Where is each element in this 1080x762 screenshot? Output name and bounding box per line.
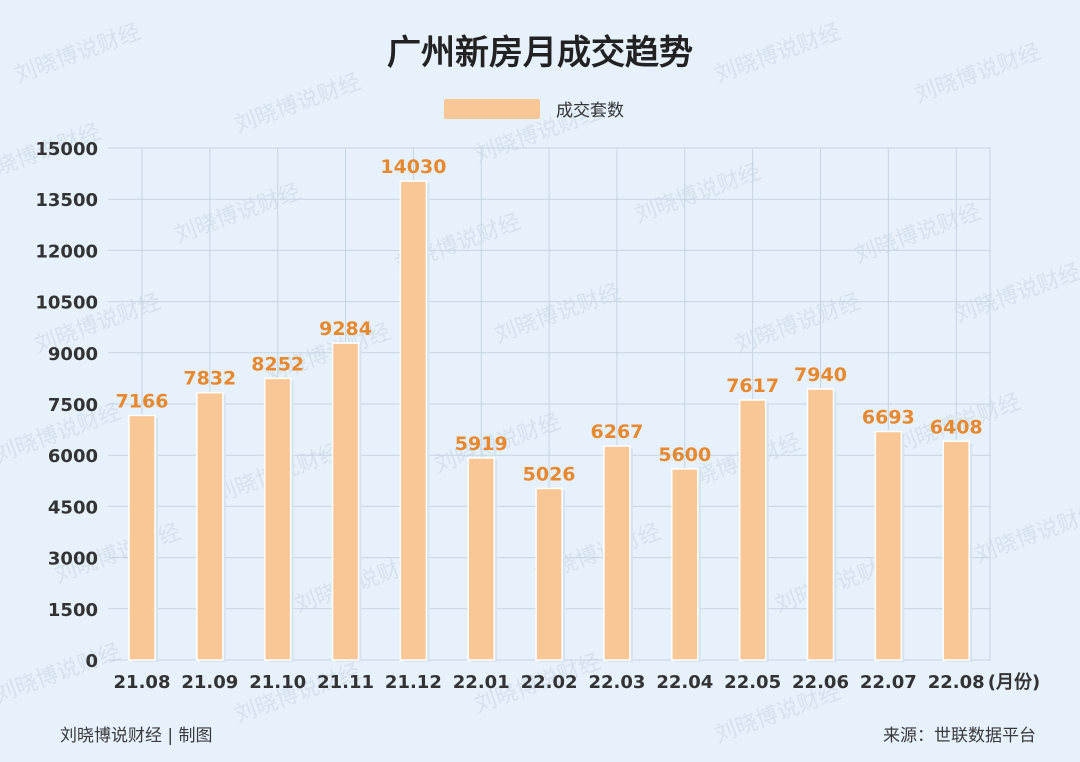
x-unit-label: (月份) bbox=[988, 671, 1040, 693]
bar bbox=[399, 180, 428, 661]
x-tick-label: 21.11 bbox=[317, 672, 374, 693]
data-label: 7617 bbox=[726, 375, 779, 397]
bar bbox=[738, 399, 767, 661]
data-label: 5919 bbox=[455, 433, 508, 455]
y-tick-label: 4500 bbox=[48, 497, 98, 518]
x-tick-label: 21.12 bbox=[385, 672, 442, 693]
x-tick-label: 21.10 bbox=[249, 672, 306, 693]
watermark-text: 刘晓博说财经 bbox=[171, 180, 304, 249]
bar bbox=[874, 430, 903, 661]
x-tick-label: 22.04 bbox=[656, 672, 713, 693]
bar bbox=[603, 445, 631, 661]
watermark-text: 刘晓博说财经 bbox=[911, 40, 1044, 109]
legend-label: 成交套数 bbox=[556, 101, 624, 121]
x-tick-label: 22.03 bbox=[588, 672, 645, 693]
x-axis-ticks: 21.08 21.09 21.10 21.11 21.12 22.01 22.02 22.03… bbox=[114, 672, 985, 693]
data-label: 6267 bbox=[591, 421, 644, 443]
data-label: 6693 bbox=[862, 407, 915, 429]
bars bbox=[128, 180, 973, 663]
data-label: 8252 bbox=[251, 353, 304, 375]
data-label: 6408 bbox=[930, 416, 983, 438]
watermark-text: 刘晓博说财经 bbox=[11, 20, 144, 89]
data-label: 9284 bbox=[319, 318, 372, 340]
y-tick-label: 10500 bbox=[35, 293, 98, 314]
data-label: 5026 bbox=[523, 463, 576, 485]
watermark-text: 刘晓博说财经 bbox=[231, 70, 364, 139]
bar bbox=[942, 440, 970, 661]
x-tick-label: 21.08 bbox=[114, 672, 171, 693]
watermark-text: 刘晓博说财经 bbox=[731, 290, 864, 359]
footer-credit: 刘晓博说财经 | 制图 bbox=[60, 726, 213, 746]
data-label: 14030 bbox=[380, 156, 446, 178]
y-tick-label: 1500 bbox=[48, 600, 98, 621]
x-tick-label: 22.02 bbox=[521, 672, 578, 693]
data-label: 7166 bbox=[116, 390, 169, 412]
data-label: 7832 bbox=[183, 368, 236, 390]
bar bbox=[196, 391, 224, 661]
y-tick-label: 12000 bbox=[35, 241, 98, 262]
bar bbox=[671, 468, 699, 661]
x-tick-label: 22.01 bbox=[453, 672, 510, 693]
y-tick-label: 6000 bbox=[48, 446, 98, 467]
y-tick-label: 15000 bbox=[35, 139, 98, 160]
y-tick-label: 13500 bbox=[35, 190, 98, 211]
y-tick-label: 9000 bbox=[48, 344, 98, 365]
watermark-text: 刘晓博说财经 bbox=[491, 280, 624, 349]
watermark-text: 刘晓博说财经 bbox=[231, 660, 364, 729]
x-tick-label: 22.08 bbox=[928, 672, 985, 693]
y-tick-label: 0 bbox=[85, 651, 98, 672]
chart-title: 广州新房月成交趋势 bbox=[387, 33, 693, 73]
bar bbox=[467, 457, 495, 661]
bar bbox=[263, 377, 292, 661]
bar bbox=[331, 342, 360, 661]
bar bbox=[806, 388, 835, 661]
legend: 成交套数 bbox=[444, 99, 624, 121]
x-tick-label: 21.09 bbox=[181, 672, 238, 693]
watermark-text: 刘晓博说财经 bbox=[851, 200, 984, 269]
data-label: 7940 bbox=[794, 364, 847, 386]
y-tick-label: 7500 bbox=[48, 395, 98, 416]
data-label: 5600 bbox=[658, 444, 711, 466]
data-labels: 7166 7832 8252 9284 14030 5919 5026 6267 5600 761… bbox=[116, 156, 983, 485]
bar bbox=[535, 487, 563, 661]
bar bbox=[128, 414, 156, 661]
x-tick-label: 22.07 bbox=[860, 672, 917, 693]
x-tick-label: 22.05 bbox=[724, 672, 781, 693]
y-tick-label: 3000 bbox=[48, 549, 98, 570]
watermark-text: 刘晓博说财经 bbox=[0, 640, 124, 709]
legend-swatch bbox=[444, 99, 540, 119]
watermark-text: 刘晓博说财经 bbox=[711, 20, 844, 89]
footer-source: 来源：世联数据平台 bbox=[883, 726, 1036, 746]
watermark-text: 刘晓博说财经 bbox=[951, 260, 1080, 329]
x-tick-label: 22.06 bbox=[792, 672, 849, 693]
watermark-text: 刘晓博说财经 bbox=[631, 160, 764, 229]
y-axis-ticks: 0 1500 3000 4500 6000 7500 9000 10500 12000 13500… bbox=[35, 139, 98, 672]
